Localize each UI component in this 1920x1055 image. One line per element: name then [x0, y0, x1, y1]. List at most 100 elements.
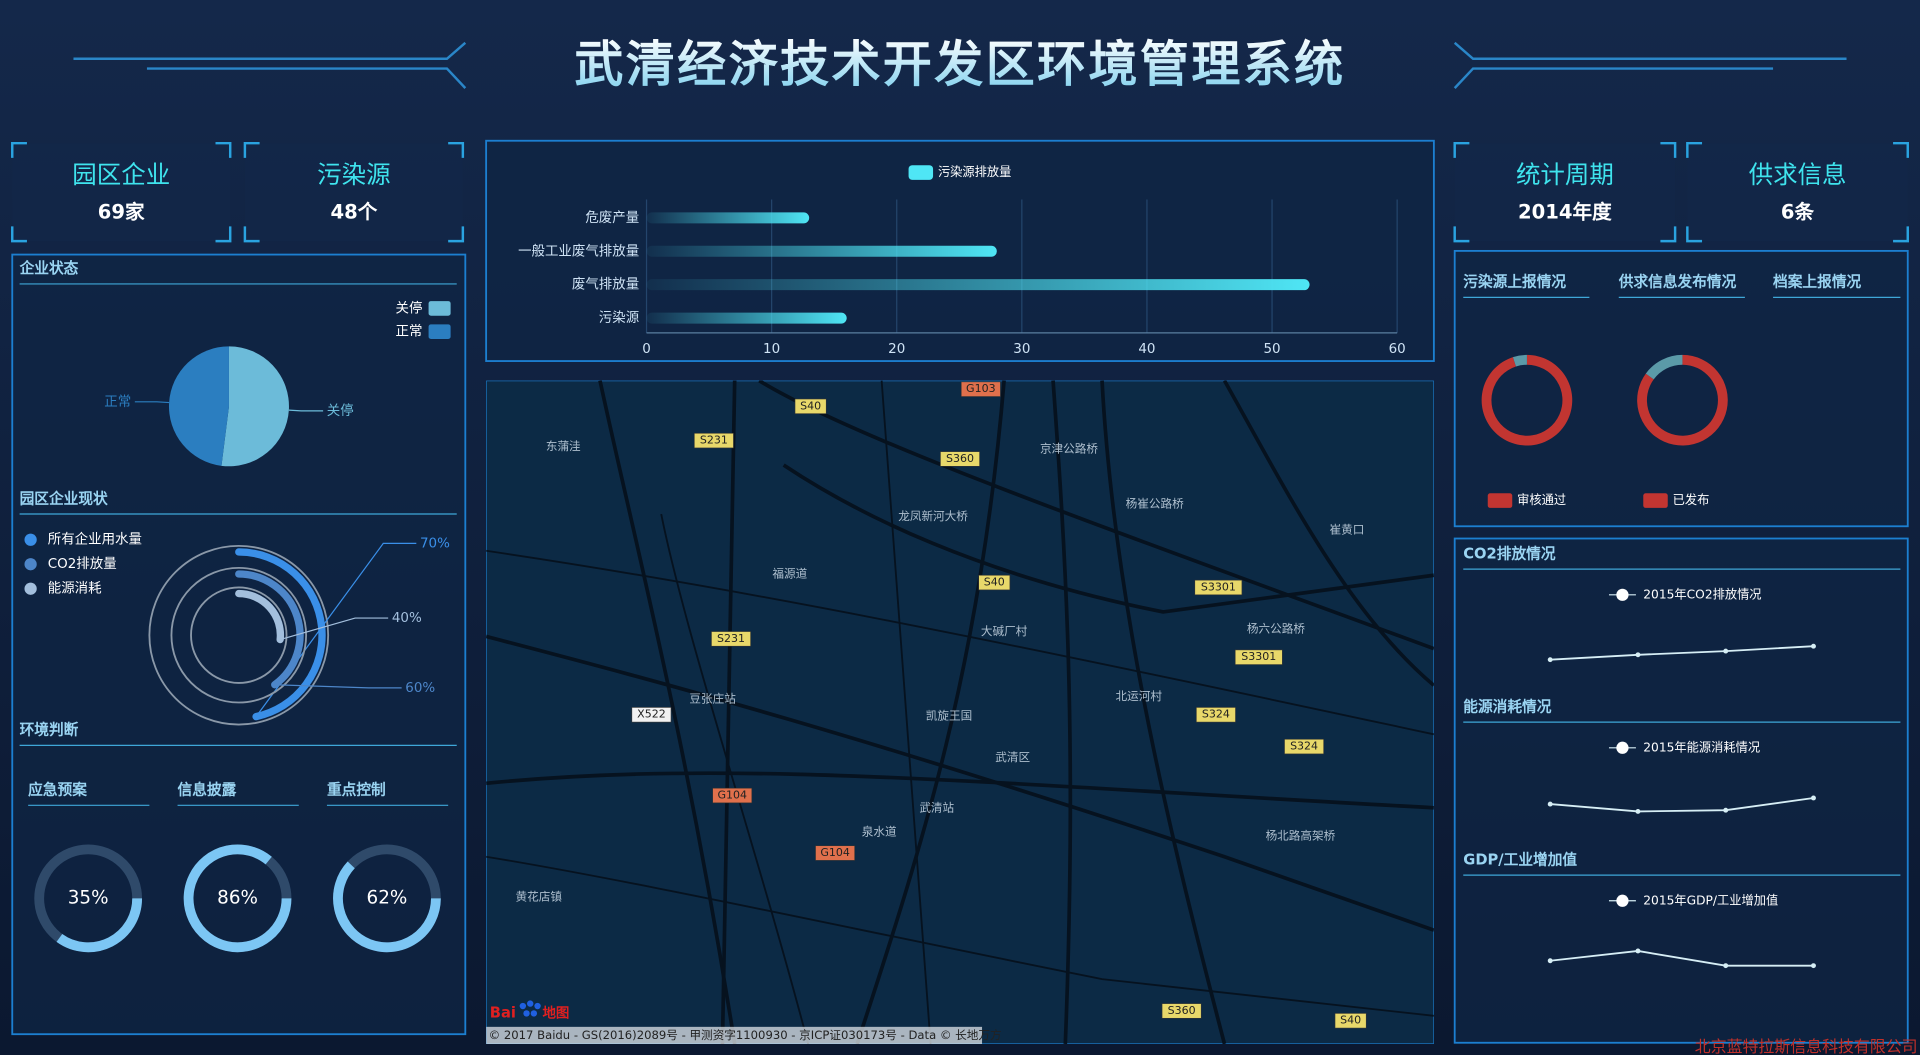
section-title: 企业状态 — [19, 259, 79, 277]
donut-slice — [1512, 354, 1527, 367]
trend-line — [1550, 950, 1814, 967]
pie-slice — [168, 346, 229, 466]
road-shield — [978, 574, 1011, 591]
map-place: 杨六公路桥 — [1247, 622, 1305, 636]
header-decor — [73, 41, 1847, 89]
road-shield — [1334, 1013, 1367, 1029]
trend-point — [1811, 795, 1816, 801]
map-logo-paw — [519, 1002, 527, 1010]
ring-value-label: 70% — [420, 536, 450, 551]
map-place: 黄花店镇 — [516, 890, 563, 904]
map-place: 泉水道 — [862, 825, 897, 839]
road-shield — [711, 631, 751, 647]
page-title: 武清经济技术开发区环境管理系统 — [574, 36, 1345, 93]
ring-leader — [274, 684, 402, 689]
road-shield — [794, 398, 827, 414]
road — [1051, 380, 1073, 1044]
map-place: 豆张庄站 — [689, 691, 736, 705]
map-logo-paw — [527, 1000, 534, 1007]
legend-label: 正常 — [396, 324, 423, 340]
legend-marker — [24, 558, 37, 571]
gauge-title: 信息披露 — [178, 781, 237, 799]
legend-marker — [1616, 741, 1629, 754]
report-panel — [1453, 249, 1909, 528]
road-shield-label: X522 — [637, 708, 666, 721]
map-logo-paw — [523, 1010, 530, 1017]
header-line — [1453, 41, 1847, 89]
legend-label: 2015年GDP/工业增加值 — [1643, 892, 1778, 907]
legend-label: 2015年CO2排放情况 — [1643, 586, 1761, 601]
ring-track — [170, 566, 308, 704]
road — [486, 771, 1434, 810]
road-shield-label: S40 — [1340, 1014, 1361, 1027]
road — [598, 380, 737, 1044]
road-shield — [712, 787, 753, 804]
map-logo-text: 地图 — [542, 1004, 569, 1021]
gauge-title: 重点控制 — [327, 781, 386, 799]
section-title: 能源消耗情况 — [1463, 697, 1551, 715]
legend-label: 能源消耗 — [48, 581, 102, 597]
ring-bar — [235, 570, 304, 689]
stat-label: 统计周期 — [1516, 160, 1614, 189]
ring-leader — [280, 617, 389, 641]
x-tick-label: 60 — [1389, 342, 1406, 357]
map-logo-paw — [534, 1002, 541, 1010]
x-tick-label: 50 — [1263, 342, 1280, 357]
ring-track — [148, 544, 330, 726]
section-title: CO2排放情况 — [1463, 544, 1556, 562]
road — [1100, 380, 1227, 1044]
header-line — [73, 41, 467, 89]
road-shield-label: S3301 — [1241, 650, 1276, 663]
trend-point — [1547, 958, 1553, 964]
gauge-value: 62% — [367, 887, 408, 908]
road-shield — [1196, 707, 1236, 723]
legend-label: CO2排放量 — [48, 556, 117, 572]
stat-bracket — [243, 141, 465, 243]
section-title: 污染源上报情况 — [1463, 273, 1566, 291]
bar — [646, 245, 997, 257]
trend-line — [1550, 645, 1814, 661]
trend-point — [1547, 801, 1553, 807]
x-tick-label: 10 — [763, 342, 780, 357]
road-shield — [631, 707, 672, 723]
road-shield-label: S360 — [946, 452, 974, 465]
legend-swatch — [1643, 493, 1668, 508]
gauge-title: 应急预案 — [28, 781, 87, 799]
road-shield — [815, 845, 855, 861]
road-shield-label: G104 — [820, 846, 850, 859]
company-watermark: 北京蓝特拉斯信息科技有限公司 — [1695, 1037, 1918, 1055]
section-title: 档案上报情况 — [1773, 273, 1861, 291]
y-tick-label: 危废产量 — [585, 210, 639, 226]
stat-box — [244, 143, 463, 242]
legend-label: 审核通过 — [1517, 492, 1566, 507]
legend-swatch — [428, 301, 451, 316]
map-place: 杨北路高架桥 — [1266, 828, 1336, 842]
map-place: 京津公路桥 — [1040, 442, 1098, 456]
bar — [646, 212, 810, 224]
road-shield-label: S40 — [984, 576, 1005, 589]
road — [486, 855, 1434, 1017]
pie-label: 关停 — [327, 402, 354, 419]
bar — [646, 279, 1310, 291]
pie-slice — [221, 346, 289, 467]
road-shield-label: S360 — [1168, 1004, 1196, 1017]
trend-point — [1635, 808, 1641, 814]
trend-point — [1547, 657, 1553, 663]
trend-panel — [1453, 537, 1909, 1044]
ring-bar — [235, 589, 285, 644]
legend-marker — [24, 533, 37, 546]
map-place: 杨崔公路桥 — [1126, 497, 1184, 511]
stat-box — [1454, 143, 1676, 242]
stat-bracket — [11, 141, 232, 243]
map-place: 龙凤新河大桥 — [898, 509, 968, 523]
gauge-arc — [56, 898, 143, 953]
trend-point — [1811, 963, 1816, 969]
road-shield — [960, 381, 1001, 397]
map-place: 武清站 — [919, 800, 954, 814]
map-place: 北运河村 — [1116, 689, 1163, 703]
road-shield-label: S324 — [1290, 740, 1318, 753]
y-tick-label: 污染源 — [599, 310, 639, 326]
y-tick-label: 一般工业废气排放量 — [518, 243, 639, 259]
